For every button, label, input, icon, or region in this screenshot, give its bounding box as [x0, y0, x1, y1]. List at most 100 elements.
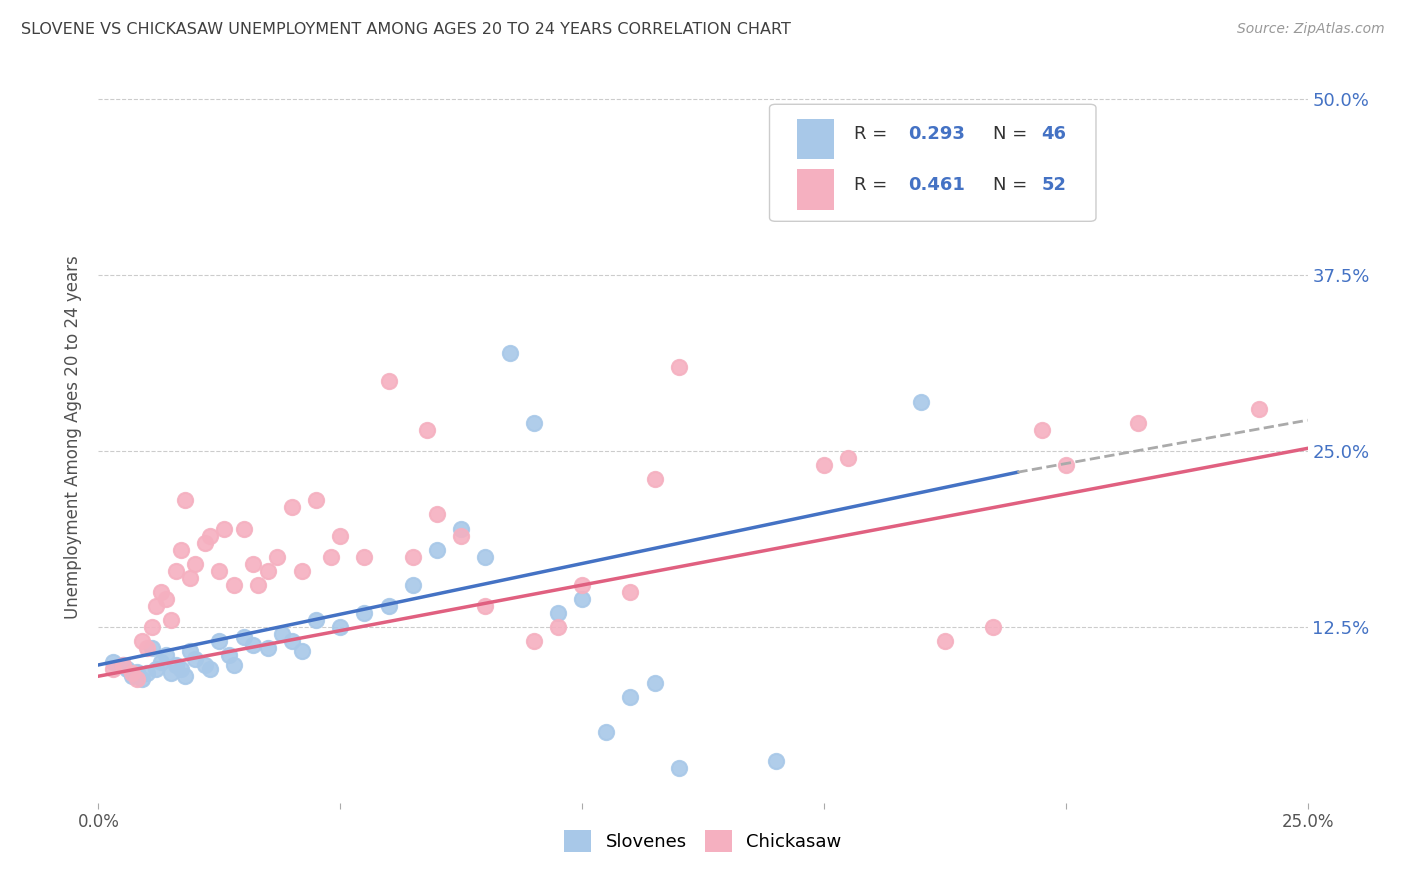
Point — [165, 657, 187, 672]
Point — [160, 613, 183, 627]
Point — [416, 423, 439, 437]
FancyBboxPatch shape — [797, 119, 834, 159]
Point — [765, 754, 787, 768]
Point — [934, 634, 956, 648]
Legend: Slovenes, Chickasaw: Slovenes, Chickasaw — [557, 823, 849, 860]
Point — [910, 395, 932, 409]
FancyBboxPatch shape — [769, 104, 1097, 221]
Text: N =: N = — [993, 176, 1033, 194]
Point — [117, 662, 139, 676]
Point — [131, 634, 153, 648]
Point — [837, 451, 859, 466]
Point — [141, 620, 163, 634]
Point — [290, 644, 312, 658]
Point — [319, 549, 342, 564]
Point — [595, 725, 617, 739]
Point — [402, 578, 425, 592]
Point — [290, 564, 312, 578]
Point — [266, 549, 288, 564]
Point — [271, 627, 294, 641]
Point — [377, 599, 399, 613]
Point — [111, 657, 134, 672]
Point — [194, 535, 217, 549]
Point — [141, 641, 163, 656]
Point — [247, 578, 270, 592]
Point — [498, 345, 520, 359]
Point — [174, 669, 197, 683]
Point — [165, 564, 187, 578]
Point — [281, 500, 304, 515]
Point — [305, 613, 328, 627]
Point — [353, 549, 375, 564]
Point — [1054, 458, 1077, 473]
Point — [329, 528, 352, 542]
Point — [1128, 416, 1150, 430]
Text: R =: R = — [855, 125, 893, 144]
Point — [150, 584, 173, 599]
Point — [145, 599, 167, 613]
Point — [218, 648, 240, 662]
Point — [121, 666, 143, 681]
Point — [450, 528, 472, 542]
Text: 46: 46 — [1042, 125, 1067, 144]
Point — [402, 549, 425, 564]
Point — [179, 571, 201, 585]
Point — [571, 578, 593, 592]
Point — [242, 638, 264, 652]
Point — [329, 620, 352, 634]
Point — [619, 584, 641, 599]
Point — [101, 662, 124, 676]
Point — [127, 665, 149, 679]
Point — [1249, 401, 1271, 416]
Point — [121, 669, 143, 683]
Point — [135, 666, 157, 681]
Text: 0.461: 0.461 — [908, 176, 966, 194]
Point — [222, 657, 245, 672]
Text: Source: ZipAtlas.com: Source: ZipAtlas.com — [1237, 22, 1385, 37]
Point — [184, 652, 207, 666]
Point — [256, 641, 278, 656]
Point — [198, 528, 221, 542]
Text: R =: R = — [855, 176, 893, 194]
Point — [145, 662, 167, 676]
Point — [155, 591, 177, 606]
Point — [619, 690, 641, 705]
Point — [232, 521, 254, 535]
Point — [101, 655, 124, 669]
Point — [644, 676, 666, 690]
Point — [131, 672, 153, 686]
Point — [668, 761, 690, 775]
Point — [150, 655, 173, 669]
Point — [281, 634, 304, 648]
Point — [474, 599, 496, 613]
Point — [474, 549, 496, 564]
Point — [571, 591, 593, 606]
Point — [450, 521, 472, 535]
Point — [547, 620, 569, 634]
Point — [208, 634, 231, 648]
Point — [111, 657, 134, 672]
Point — [232, 630, 254, 644]
FancyBboxPatch shape — [797, 169, 834, 210]
Text: 52: 52 — [1042, 176, 1067, 194]
Text: 0.293: 0.293 — [908, 125, 966, 144]
Point — [194, 657, 217, 672]
Point — [160, 666, 183, 681]
Y-axis label: Unemployment Among Ages 20 to 24 years: Unemployment Among Ages 20 to 24 years — [65, 255, 83, 619]
Point — [981, 620, 1004, 634]
Point — [813, 458, 835, 473]
Point — [174, 493, 197, 508]
Text: N =: N = — [993, 125, 1033, 144]
Point — [127, 672, 149, 686]
Point — [135, 641, 157, 656]
Point — [155, 648, 177, 662]
Point — [426, 542, 449, 557]
Point — [1031, 423, 1053, 437]
Text: SLOVENE VS CHICKASAW UNEMPLOYMENT AMONG AGES 20 TO 24 YEARS CORRELATION CHART: SLOVENE VS CHICKASAW UNEMPLOYMENT AMONG … — [21, 22, 792, 37]
Point — [198, 662, 221, 676]
Point — [242, 557, 264, 571]
Point — [353, 606, 375, 620]
Point — [547, 606, 569, 620]
Point — [208, 564, 231, 578]
Point — [377, 374, 399, 388]
